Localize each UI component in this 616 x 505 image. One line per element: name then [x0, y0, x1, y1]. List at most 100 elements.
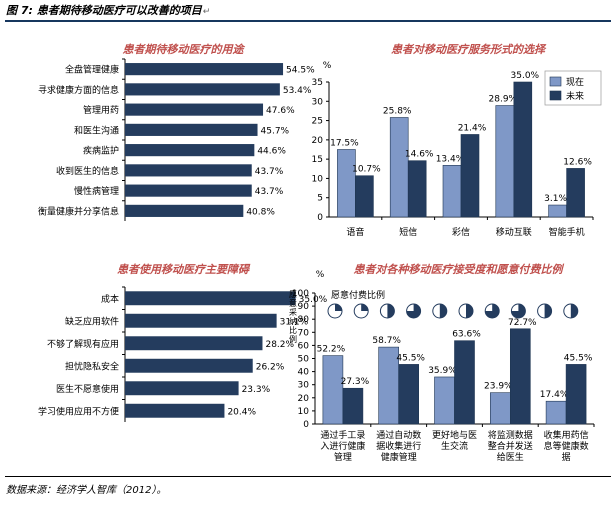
figure-label: 图 7:: [6, 4, 33, 17]
bar: [125, 204, 244, 217]
chart-title: 患者对移动医疗服务形式的选择: [391, 43, 547, 56]
category-label: 短信: [399, 226, 417, 238]
category-label: 收集用药信息等健康数据: [544, 429, 589, 463]
pay-ratio-pie-slice: [439, 304, 447, 318]
category-label: 担忧隐私安全: [65, 360, 119, 372]
y-tick-label: 90: [298, 302, 310, 312]
y-tick-label: 70: [298, 328, 310, 338]
acceptance-axis-label: 愿意采纳比例: [289, 290, 297, 344]
pay-legend-label: 愿意付费比例: [331, 289, 385, 301]
y-tick-label: 50: [298, 355, 310, 365]
bar: [125, 123, 258, 136]
category-label: 衡量健康并分享信息: [38, 205, 119, 217]
data-label: 26.2%: [256, 362, 285, 372]
bar: [489, 392, 511, 425]
data-label: 23.9%: [484, 382, 513, 392]
data-label: 23.3%: [242, 385, 271, 395]
data-label: 35.0%: [299, 295, 328, 305]
bar: [322, 355, 344, 425]
data-label: 72.7%: [508, 318, 537, 328]
y-tick-label: 0: [317, 213, 323, 223]
category-label: 更好地与医生交流: [432, 429, 477, 452]
data-label: 25.8%: [383, 106, 412, 116]
bar: [125, 358, 253, 373]
bar: [125, 291, 296, 306]
pay-ratio-pie-slice: [466, 304, 473, 318]
y-tick-label: 10: [312, 174, 324, 184]
chart-title: 患者对各种移动医疗接受度和愿意付费比例: [354, 263, 565, 276]
bar: [125, 336, 263, 351]
pay-ratio-pie-slice: [335, 304, 342, 311]
bar: [125, 313, 277, 328]
bar: [342, 387, 364, 425]
data-label: 20.4%: [227, 407, 256, 417]
data-label: 63.6%: [452, 330, 481, 340]
bar: [125, 381, 239, 396]
data-label: 3.1%: [544, 194, 567, 204]
data-label: 54.5%: [286, 66, 315, 76]
data-label: 17.5%: [330, 139, 359, 149]
category-label: 语音: [346, 226, 364, 238]
y-tick-label: 60: [298, 341, 310, 351]
data-label: 53.4%: [283, 86, 312, 96]
data-label: 45.7%: [261, 126, 290, 136]
data-label: 28.9%: [489, 95, 518, 105]
y-tick-label: 40: [298, 368, 310, 378]
data-label: 10.7%: [352, 165, 381, 175]
data-label: 43.7%: [255, 187, 284, 197]
data-label: 27.3%: [341, 377, 370, 387]
pay-ratio-pie-slice: [361, 304, 369, 311]
data-label: 45.5%: [564, 353, 593, 363]
category-label: 彩信: [452, 226, 470, 238]
bar: [460, 134, 480, 218]
bar: [454, 340, 475, 425]
data-label: 44.6%: [257, 147, 286, 157]
pay-ratio-pie-slice: [511, 304, 526, 318]
data-label: 21.4%: [458, 123, 487, 133]
data-label: 58.7%: [372, 336, 401, 346]
pay-ratio-pie-slice: [570, 304, 578, 318]
y-tick-label: 15: [312, 155, 323, 165]
y-tick-label: 30: [298, 381, 310, 391]
source-note: 数据来源：经济学人智库（2012）。: [6, 485, 167, 496]
bar: [125, 403, 225, 418]
data-label: 28.2%: [265, 340, 294, 350]
data-label: 14.6%: [405, 150, 434, 160]
category-label: 缺乏应用软件: [65, 315, 119, 327]
legend-label: 未来: [566, 90, 584, 102]
legend-label: 现在: [566, 76, 584, 88]
category-label: 通过自动数据收集进行健康管理: [376, 429, 421, 463]
data-label: 12.6%: [563, 157, 592, 167]
pay-ratio-pie-slice: [485, 304, 500, 318]
y-tick-label: 10: [298, 407, 310, 417]
bar: [566, 168, 585, 218]
category-label: 寻求健康方面的信息: [38, 84, 119, 96]
category-label: 和医生沟通: [74, 124, 119, 136]
return-mark-icon: ↵: [202, 7, 211, 17]
chart-title: 患者期待移动医疗的用途: [123, 43, 246, 56]
bar: [398, 364, 420, 425]
data-label: 35.0%: [511, 71, 540, 81]
y-tick-label: 30: [312, 97, 324, 107]
y-tick-label: 20: [312, 136, 324, 146]
data-label: 17.4%: [540, 390, 569, 400]
bar: [565, 364, 587, 425]
data-label: 35.9%: [428, 366, 457, 376]
y-axis-unit: %: [323, 61, 332, 71]
legend-swatch: [549, 90, 562, 101]
heading-rule: [5, 20, 611, 22]
category-label: 成本: [101, 293, 119, 305]
category-label: 管理用药: [83, 104, 119, 116]
bar: [125, 83, 280, 96]
pay-ratio-pie-slice: [544, 304, 552, 318]
bar: [407, 160, 427, 218]
y-tick-label: 5: [317, 194, 323, 204]
legend-swatch: [549, 76, 562, 87]
footer-rule: [5, 476, 611, 477]
data-label: 31.1%: [280, 317, 309, 327]
bar: [125, 103, 264, 116]
